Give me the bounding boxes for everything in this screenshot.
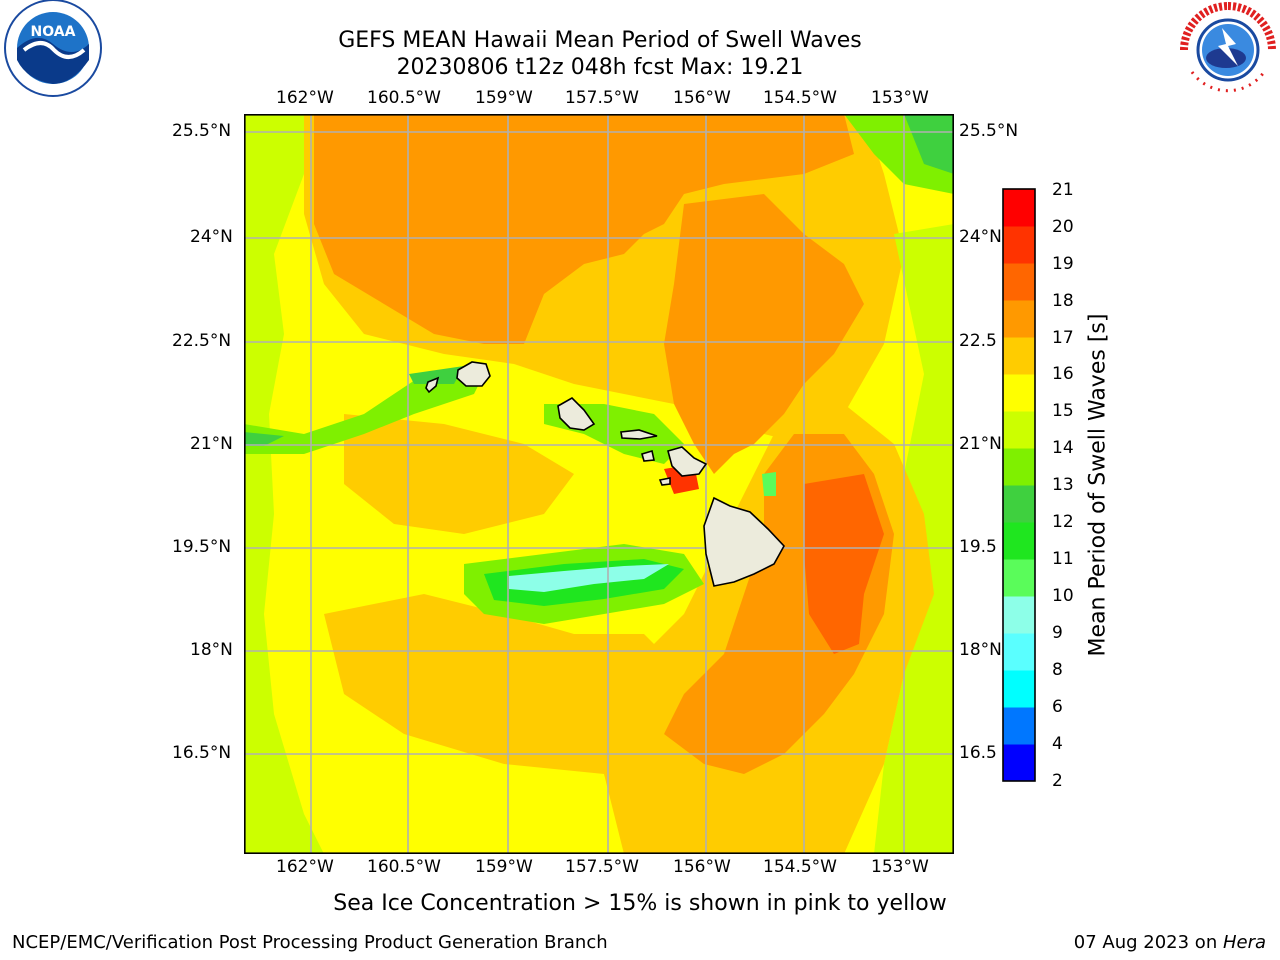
- cbar-tick-7: 14: [1052, 438, 1074, 458]
- lat-tick-right-3: 21°N: [959, 434, 1002, 454]
- lon-tick-bottom-0: 162°W: [276, 857, 334, 877]
- lat-tick-left-6: 16.5°N: [172, 743, 232, 763]
- hawaiian-islands: [425, 361, 785, 587]
- colorbar-swatch: [1003, 337, 1035, 375]
- island-lanai: [641, 449, 655, 462]
- cbar-tick-13: 8: [1052, 660, 1063, 680]
- island-molokai: [620, 429, 658, 440]
- island-hawaii: [703, 496, 785, 587]
- lon-tick-top-6: 153°W: [871, 88, 929, 108]
- colorbar-swatch: [1003, 670, 1035, 708]
- colorbar-swatch: [1003, 411, 1035, 449]
- swell-field-ne-green-core: [904, 114, 954, 174]
- cbar-tick-10: 11: [1052, 549, 1074, 569]
- cbar-tick-0: 21: [1052, 180, 1074, 200]
- lat-tick-left-1: 24°N: [190, 227, 233, 247]
- map-plot: [244, 114, 954, 854]
- lat-tick-right-6: 16.5: [959, 743, 997, 763]
- footer-date-text: 07 Aug 2023 on: [1073, 932, 1223, 953]
- nws-logo: [1180, 2, 1276, 98]
- swell-field-southwest-gold: [344, 414, 574, 534]
- cbar-tick-15: 4: [1052, 734, 1063, 754]
- lat-tick-left-3: 21°N: [190, 434, 233, 454]
- noaa-logo-text: NOAA: [31, 24, 76, 40]
- cbar-tick-8: 13: [1052, 475, 1074, 495]
- swell-field-central-orange: [664, 194, 864, 474]
- lat-tick-right-1: 24°N: [959, 227, 1002, 247]
- colorbar-swatch: [1003, 226, 1035, 264]
- lon-tick-bottom-1: 160.5°W: [367, 857, 441, 877]
- lat-tick-right-0: 25.5°N: [959, 121, 1019, 141]
- lon-tick-bottom-3: 157.5°W: [565, 857, 639, 877]
- colorbar-swatch: [1003, 189, 1035, 227]
- swell-field-se-darkorange: [804, 474, 884, 654]
- footer-date: 07 Aug 2023 on Hera: [1074, 932, 1266, 953]
- island-kauai: [456, 361, 491, 387]
- footer-host: Hera: [1222, 932, 1266, 953]
- lat-tick-right-4: 19.5: [959, 537, 997, 557]
- colorbar-swatch: [1003, 744, 1035, 782]
- cbar-tick-5: 16: [1052, 364, 1074, 384]
- colorbar-swatch: [1003, 263, 1035, 301]
- colorbar-swatch: [1003, 485, 1035, 523]
- map-grid: [244, 114, 954, 854]
- island-niihau: [425, 376, 440, 394]
- colorbar-label: Mean Period of Swell Waves [s]: [1085, 313, 1111, 657]
- lon-tick-bottom-2: 159°W: [475, 857, 533, 877]
- lat-tick-left-0: 25.5°N: [172, 121, 232, 141]
- lon-tick-top-5: 154.5°W: [763, 88, 837, 108]
- colorbar-swatch: [1003, 374, 1035, 412]
- colorbar: [1002, 188, 1036, 782]
- lon-tick-bottom-6: 153°W: [871, 857, 929, 877]
- noaa-logo: NOAA: [4, 0, 102, 97]
- footer-branch: NCEP/EMC/Verification Post Processing Pr…: [12, 932, 608, 953]
- lat-tick-right-5: 18°N: [959, 640, 1002, 660]
- lat-tick-right-2: 22.5: [959, 331, 997, 351]
- chart-title-line2: 20230806 t12z 048h fcst Max: 19.21: [396, 55, 804, 80]
- island-kahoolawe: [658, 477, 671, 486]
- sea-ice-note: Sea Ice Concentration > 15% is shown in …: [333, 891, 947, 916]
- cbar-tick-3: 18: [1052, 291, 1074, 311]
- swell-field-south-gold: [324, 594, 684, 774]
- swell-field-lee-cyan: [509, 564, 669, 592]
- colorbar-swatch: [1003, 633, 1035, 671]
- colorbar-swatch: [1003, 707, 1035, 745]
- lon-tick-top-0: 162°W: [276, 88, 334, 108]
- cbar-tick-4: 17: [1052, 328, 1074, 348]
- lon-tick-top-3: 157.5°W: [565, 88, 639, 108]
- swell-field-west-greencore: [244, 432, 284, 446]
- cbar-tick-6: 15: [1052, 401, 1074, 421]
- lon-tick-top-2: 159°W: [475, 88, 533, 108]
- swell-field-east-greenspot: [762, 472, 776, 496]
- colorbar-swatch: [1003, 559, 1035, 597]
- lon-tick-bottom-5: 154.5°W: [763, 857, 837, 877]
- lat-tick-left-5: 18°N: [190, 640, 233, 660]
- colorbar-swatch: [1003, 596, 1035, 634]
- island-maui: [667, 446, 708, 477]
- island-oahu: [557, 397, 596, 431]
- lat-tick-left-4: 19.5°N: [172, 537, 232, 557]
- swell-field-west-green: [244, 374, 484, 454]
- lon-tick-top-4: 156°W: [673, 88, 731, 108]
- cbar-tick-2: 19: [1052, 254, 1074, 274]
- swell-field-north-orange: [314, 114, 854, 344]
- swell-field-niihau-green: [409, 366, 464, 384]
- lon-tick-top-1: 160.5°W: [367, 88, 441, 108]
- cbar-tick-1: 20: [1052, 217, 1074, 237]
- cbar-tick-14: 6: [1052, 697, 1063, 717]
- colorbar-frame: [1002, 188, 1036, 782]
- chart-title-line1: GEFS MEAN Hawaii Mean Period of Swell Wa…: [338, 28, 862, 53]
- cbar-tick-12: 9: [1052, 623, 1063, 643]
- swell-field-west-band: [244, 114, 324, 854]
- cbar-tick-9: 12: [1052, 512, 1074, 532]
- colorbar-swatch: [1003, 448, 1035, 486]
- lat-tick-left-2: 22.5°N: [172, 331, 232, 351]
- lon-tick-bottom-4: 156°W: [673, 857, 731, 877]
- colorbar-swatch: [1003, 522, 1035, 560]
- colorbar-swatch: [1003, 300, 1035, 338]
- cbar-tick-16: 2: [1052, 771, 1063, 791]
- cbar-tick-11: 10: [1052, 586, 1074, 606]
